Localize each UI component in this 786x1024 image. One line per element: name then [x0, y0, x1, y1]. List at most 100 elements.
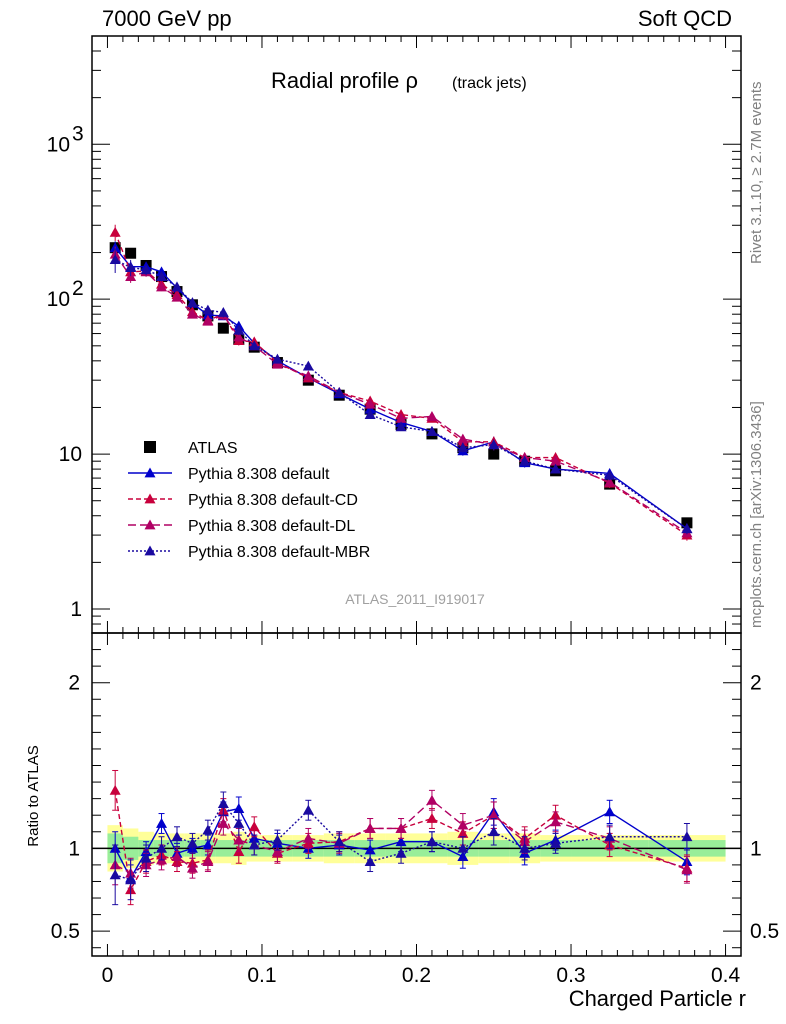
legend-label: Pythia 8.308 default-MBR — [188, 544, 370, 561]
series-point — [233, 331, 245, 342]
ratio-point — [681, 864, 693, 875]
ratio-point — [271, 846, 283, 857]
x-tick-label: 0.4 — [711, 964, 741, 987]
ratio-point — [395, 822, 407, 833]
series-line — [114, 247, 688, 530]
series-1 — [109, 241, 693, 892]
ratio-point — [488, 809, 500, 820]
ratio-point — [302, 832, 314, 843]
ratio-point — [426, 813, 438, 823]
ratio-y-axis-label: Ratio to ATLAS — [25, 745, 42, 846]
y-tick-exponent: 3 — [72, 122, 84, 145]
ratio-point — [109, 784, 121, 795]
series-point — [426, 425, 438, 436]
series-point — [457, 433, 469, 444]
header-left: 7000 GeV pp — [102, 6, 232, 31]
legend-entry-3: Pythia 8.308 default-DL — [128, 518, 355, 535]
series-point — [109, 226, 121, 237]
series-point — [217, 307, 229, 317]
series-4 — [109, 248, 693, 906]
ratio-point — [519, 842, 531, 853]
ratio-point — [333, 836, 345, 847]
legend-label: ATLAS — [188, 440, 238, 457]
ratio-point — [457, 819, 469, 830]
chart-title: Radial profile ρ — [271, 68, 418, 93]
series-point — [364, 409, 376, 419]
series-point — [681, 523, 693, 534]
x-axis-label: Charged Particle r — [569, 986, 746, 1011]
ratio-point — [202, 856, 214, 866]
legend-marker — [144, 519, 156, 530]
ratio-point — [233, 803, 245, 813]
legend-label: Pythia 8.308 default — [188, 466, 330, 483]
ratio-tick-label-right: 2 — [750, 672, 762, 695]
y-tick-label: 1 — [70, 598, 82, 621]
series-point — [248, 340, 260, 351]
series-point — [426, 410, 438, 421]
ratio-point — [217, 817, 229, 828]
series-point — [156, 271, 168, 281]
series-point — [202, 304, 214, 315]
atlas-data-point — [488, 448, 500, 460]
series-point — [140, 264, 152, 275]
watermark: ATLAS_2011_I919017 — [345, 591, 485, 607]
ratio-point — [233, 817, 245, 828]
legend-entry-4: Pythia 8.308 default-MBR — [128, 544, 370, 561]
series-point — [604, 476, 616, 487]
series-point — [364, 398, 376, 409]
ratio-line — [114, 802, 687, 881]
x-tick-label: 0.3 — [556, 964, 585, 987]
series-point — [186, 297, 198, 308]
y-tick-label: 10 — [47, 288, 70, 311]
series-point — [171, 281, 183, 292]
atlas-data-point — [125, 247, 137, 259]
series-point — [604, 469, 616, 480]
ratio-point — [248, 821, 260, 832]
series-point — [233, 324, 245, 335]
ratio-point — [302, 804, 314, 815]
ratio-point — [550, 816, 562, 827]
ratio-point — [681, 831, 693, 842]
ratio-point — [156, 817, 168, 828]
x-tick-label: 0 — [102, 964, 114, 987]
x-tick-label: 0.2 — [402, 964, 431, 987]
ratio-point — [202, 824, 214, 835]
legend-label: Pythia 8.308 default-CD — [188, 492, 358, 509]
ratio-point — [171, 851, 183, 862]
chart-title-suffix: (track jets) — [452, 75, 527, 92]
series-line — [114, 232, 688, 536]
series-line — [114, 259, 688, 530]
ratio-point — [217, 798, 229, 809]
series-2 — [109, 224, 693, 906]
atlas-data-point — [681, 517, 693, 529]
ratio-point — [248, 839, 260, 850]
ratio-point — [271, 834, 283, 845]
ratio-point — [604, 831, 616, 842]
series-point — [550, 463, 562, 474]
series-point — [271, 353, 283, 364]
ratio-line — [114, 790, 688, 892]
legend-label: Pythia 8.308 default-DL — [188, 518, 355, 535]
ratio-point — [202, 839, 214, 850]
series-point — [550, 455, 562, 466]
series-point — [186, 308, 198, 319]
ratio-point — [125, 874, 137, 885]
legend-marker — [144, 493, 156, 504]
series-point — [156, 281, 168, 292]
header-right: Soft QCD — [637, 6, 732, 31]
ratio-point — [604, 806, 616, 817]
ratio-point — [426, 794, 438, 805]
ratio-tick-label-right: 1 — [750, 837, 762, 860]
ratio-point — [233, 834, 245, 845]
series-point — [202, 315, 214, 326]
series-point — [171, 291, 183, 302]
series-3 — [109, 246, 693, 889]
series-line — [114, 253, 688, 534]
y-tick-label: 10 — [59, 443, 82, 466]
y-tick-exponent: 2 — [72, 277, 84, 300]
series-point — [125, 262, 137, 272]
legend-entry-2: Pythia 8.308 default-CD — [128, 492, 358, 509]
ratio-point — [488, 826, 500, 837]
ratio-tick-label-left: 0.5 — [51, 920, 80, 943]
